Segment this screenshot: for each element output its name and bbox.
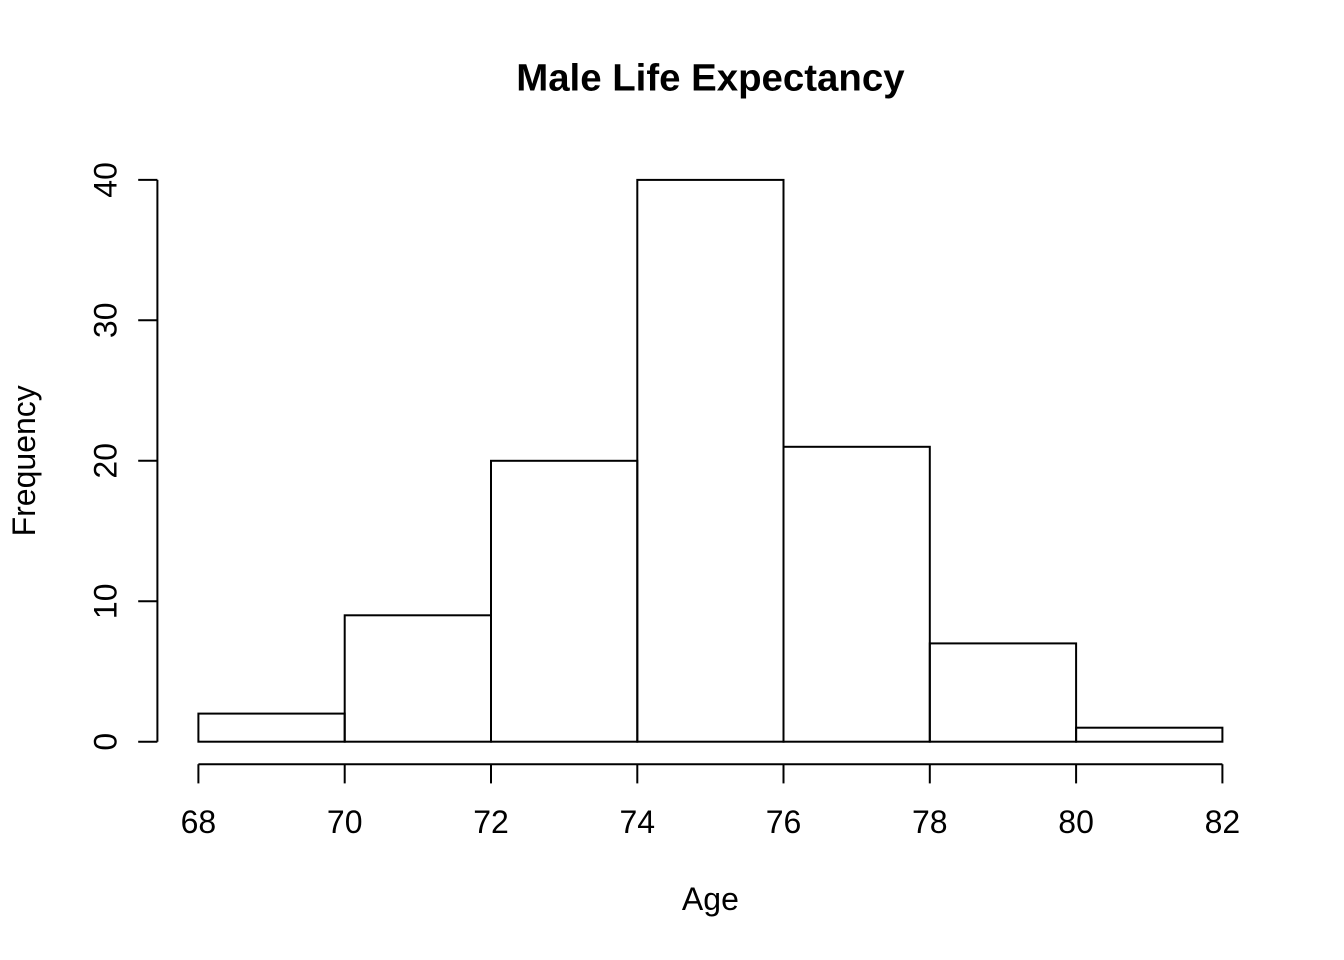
svg-text:70: 70	[327, 804, 363, 840]
svg-text:82: 82	[1205, 804, 1241, 840]
svg-text:74: 74	[620, 804, 656, 840]
svg-text:30: 30	[88, 303, 124, 339]
svg-text:72: 72	[473, 804, 509, 840]
svg-text:0: 0	[88, 733, 124, 751]
svg-text:Male Life Expectancy: Male Life Expectancy	[516, 57, 905, 100]
svg-text:68: 68	[181, 804, 217, 840]
svg-text:Frequency: Frequency	[6, 385, 42, 536]
svg-text:40: 40	[88, 162, 124, 198]
svg-text:76: 76	[766, 804, 802, 840]
svg-text:Age: Age	[682, 881, 739, 917]
svg-text:10: 10	[88, 584, 124, 620]
svg-text:80: 80	[1058, 804, 1094, 840]
svg-text:20: 20	[88, 443, 124, 479]
svg-text:78: 78	[912, 804, 948, 840]
